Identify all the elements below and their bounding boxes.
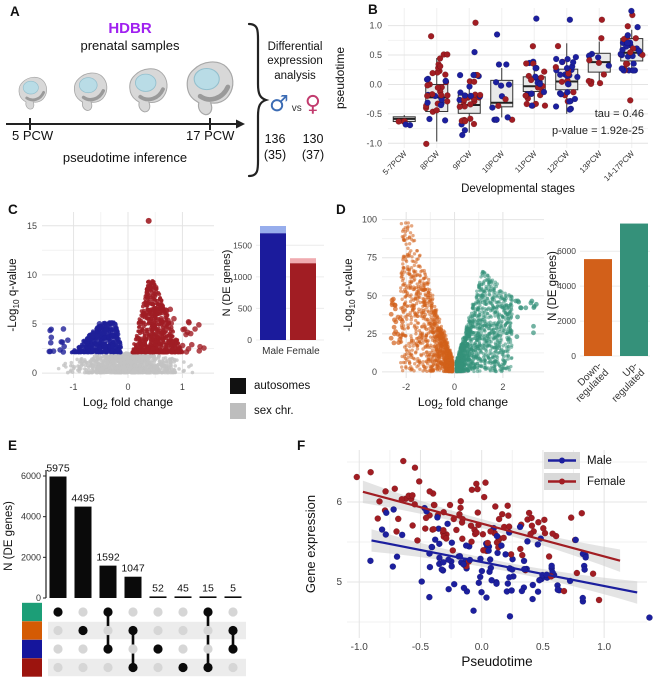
svg-text:Female: Female [286,346,320,357]
svg-text:14-17PCW: 14-17PCW [602,149,636,183]
svg-text:9PCW: 9PCW [451,149,474,172]
legend-row-male: Male [537,452,625,469]
correlation-annotation: tau = 0.46 p-value = 1.92e-25 [464,106,644,139]
panel-label-a: A [10,4,20,19]
svg-text:1.0: 1.0 [369,21,382,31]
svg-text:1000: 1000 [233,272,252,282]
svg-text:11PCW: 11PCW [513,149,539,175]
male-count: 136 [264,132,286,146]
pseudotime-inference-label: pseudotime inference [62,150,188,165]
svg-text:100: 100 [362,215,377,225]
panel-label-c: C [8,202,18,217]
svg-text:12PCW: 12PCW [545,149,571,175]
svg-text:15: 15 [27,221,37,231]
female-symbol-icon: ♀ [304,92,321,117]
svg-text:pseudotime: pseudotime [333,47,347,109]
svg-text:-Log10 q-value: -Log10 q-value [7,258,21,331]
svg-text:1500: 1500 [233,240,252,250]
pseudotime-volcano-chart: 0 25 50 75 100 -2 0 2 -Log10 q-value Log2 fold ch… [343,212,544,411]
svg-text:0: 0 [452,382,457,392]
pseudotime-boxplot-chart: 1.0 0.5 0.0 -0.5 -1.05-7PCW 8PCW 9PCW 10PCW 11PC… [333,7,648,195]
svg-text:Log2 fold change: Log2 fold change [418,395,509,411]
differential-expression-label: Differential expression analysis [267,41,323,82]
female-subjects: (37) [301,147,325,162]
panel-label-e: E [8,438,18,453]
panel-e-upset-plot: E 0 2000 4000 6000 5975 4495 1592 1047 52 45 15 5 N … [0,436,300,677]
vs-label: vs [291,103,302,114]
tau-value: tau = 0.46 [594,108,644,120]
chromosome-legend: autosomes sex chr. [230,378,310,428]
prenatal-samples-subtitle: prenatal samples [80,38,180,53]
svg-text:Developmental stages: Developmental stages [461,183,575,195]
panel-label-f: F [297,438,306,453]
timeline-end-label: 17 PCW [186,128,235,143]
sex-volcano-chart: 0 5 10 15 -1 0 1 -Log10 q-value Log2 fold change [7,212,214,411]
female-legend-label: Female [587,475,626,488]
svg-text:1: 1 [180,382,185,392]
svg-text:Male: Male [262,346,284,357]
panel-f-expression-scatter: F 5 6 -1.0 -0.5 0.0 0.5 1.0 Gene expression Pseu… [295,436,656,677]
curly-brace [247,22,270,178]
svg-text:5-7PCW: 5-7PCW [381,149,409,177]
svg-text:0: 0 [32,368,37,378]
svg-text:Log2 fold change: Log2 fold change [83,395,174,411]
autosomes-label: autosomes [254,380,311,392]
svg-text:0: 0 [125,382,130,392]
svg-text:N (DE genes): N (DE genes) [221,250,233,317]
embryo-brain-development-illustration [6,61,245,130]
legend-row-sex-chr: sex chr. [230,403,310,419]
male-sample-counts: 136 (35) [257,132,293,163]
svg-text:-1.0: -1.0 [366,138,382,148]
panel-c-sex-de-volcano: C 0 5 10 15 -1 0 1 -Log10 q-value Log2 fold chan… [0,196,330,436]
panel-d-pseudotime-de-volcano: D 0 25 50 75 100 -2 0 2 -Log10 q-value Log2 fold … [330,196,656,436]
svg-text:50: 50 [367,291,377,301]
sex-chr-label: sex chr. [254,405,294,417]
male-legend-label: Male [587,454,612,467]
svg-text:-1: -1 [70,382,78,392]
svg-text:-2: -2 [402,382,410,392]
autosomes-swatch [230,378,246,394]
female-sample-counts: 130 (37) [295,132,331,163]
male-subjects: (35) [263,147,287,162]
p-value: p-value = 1.92e-25 [551,124,644,137]
female-line-key [544,473,580,490]
female-count: 130 [302,132,324,146]
timeline-start-label: 5 PCW [12,128,54,143]
legend-row-female: Female [537,473,625,490]
sex-legend: Male Female [537,452,625,494]
svg-text:0: 0 [247,335,252,345]
svg-text:2: 2 [500,382,505,392]
svg-text:8PCW: 8PCW [418,149,441,172]
sex-chr-swatch [230,403,246,419]
panel-label-b: B [368,2,378,17]
svg-text:5: 5 [32,319,37,329]
panel-b-pseudotime-boxplot: B 1.0 0.5 0.0 -0.5 -1.0 5-7PCW 8PCW 9PCW 10PCW 11… [330,0,656,196]
sex-de-stacked-bar-chart: 0 500 1000 1500 Male Female N (DE genes) [221,226,324,357]
svg-text:75: 75 [367,253,377,263]
svg-text:0: 0 [372,367,377,377]
male-symbol-icon: ♂ [269,92,289,117]
panel-label-d: D [336,202,346,217]
svg-text:10PCW: 10PCW [480,149,506,175]
legend-row-autosomes: autosomes [230,378,310,394]
hdbr-title: HDBR [108,20,152,37]
panel-a-study-design: A HDBR prenatal samples 5 PCW 17 PCW pse… [0,0,330,196]
svg-text:-0.5: -0.5 [366,109,382,119]
male-line-key [544,452,580,469]
svg-text:-Log10 q-value: -Log10 q-value [343,258,357,331]
svg-text:10: 10 [27,270,37,280]
svg-text:500: 500 [238,303,252,313]
svg-text:25: 25 [367,329,377,339]
svg-text:0.5: 0.5 [369,50,382,60]
svg-text:13PCW: 13PCW [578,149,604,175]
sex-comparison-row: ♂ vs ♀ [260,94,330,116]
svg-text:0.0: 0.0 [369,79,382,89]
